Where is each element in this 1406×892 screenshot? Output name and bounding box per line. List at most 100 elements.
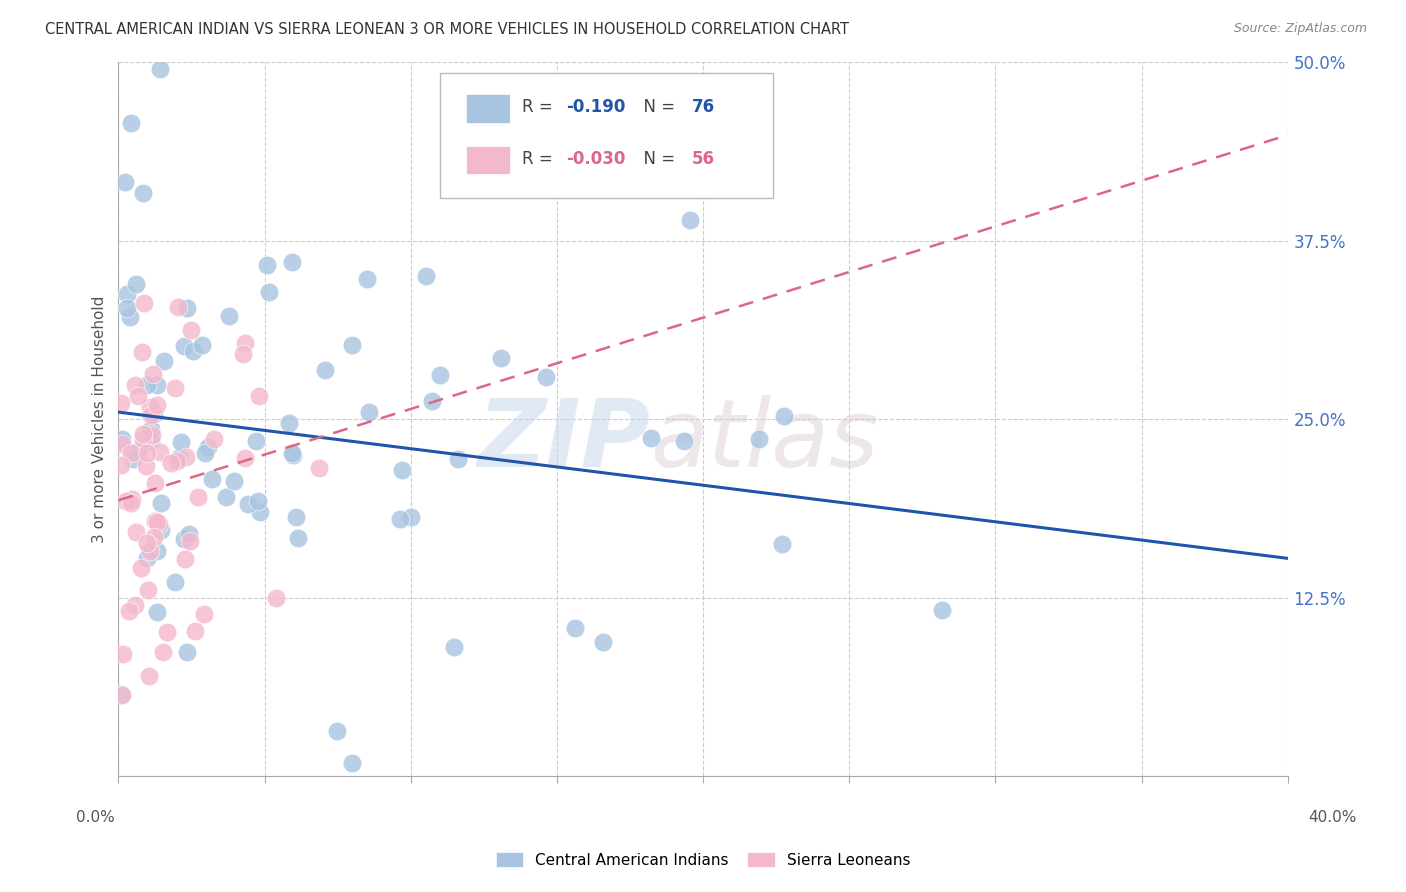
Point — [136, 550, 159, 565]
Text: 76: 76 — [692, 98, 714, 116]
Text: atlas: atlas — [651, 395, 879, 486]
Point — [340, 337, 363, 351]
Point — [489, 351, 512, 366]
Point — [139, 400, 162, 414]
Point — [135, 458, 157, 473]
Point — [173, 339, 195, 353]
Point — [118, 310, 141, 324]
Point — [179, 527, 201, 541]
Point — [233, 336, 256, 351]
Point — [770, 537, 793, 551]
Point — [415, 269, 437, 284]
Point — [280, 446, 302, 460]
Text: -0.190: -0.190 — [567, 98, 626, 116]
Point — [115, 493, 138, 508]
Point — [149, 524, 172, 538]
Point — [131, 560, 153, 574]
Point — [679, 213, 702, 227]
Text: Source: ZipAtlas.com: Source: ZipAtlas.com — [1233, 22, 1367, 36]
Point — [176, 645, 198, 659]
FancyBboxPatch shape — [465, 95, 510, 123]
Point — [640, 432, 662, 446]
Point — [245, 434, 267, 448]
Point — [121, 492, 143, 507]
Point — [120, 496, 142, 510]
Point — [111, 647, 134, 661]
Point — [193, 607, 215, 621]
Point — [149, 495, 172, 509]
Point — [257, 285, 280, 299]
Point — [132, 432, 155, 446]
Point — [143, 475, 166, 490]
Point — [224, 475, 246, 489]
Point — [326, 723, 349, 738]
FancyBboxPatch shape — [440, 73, 773, 198]
Point — [281, 448, 304, 462]
Point — [132, 186, 155, 200]
Point — [111, 432, 134, 446]
Point — [149, 445, 172, 459]
Point — [139, 544, 162, 558]
Point — [256, 258, 278, 272]
Point — [142, 367, 165, 381]
Point — [136, 536, 159, 550]
Point — [202, 432, 225, 446]
Point — [152, 644, 174, 658]
Point — [148, 516, 170, 531]
Point — [146, 398, 169, 412]
Point — [174, 450, 197, 464]
Point — [399, 510, 422, 524]
Point — [115, 301, 138, 315]
Point — [174, 551, 197, 566]
Point — [176, 301, 198, 315]
Point — [246, 494, 269, 508]
Point — [247, 389, 270, 403]
Point — [422, 394, 444, 409]
Point — [122, 452, 145, 467]
Text: N =: N = — [633, 150, 681, 168]
Point — [143, 407, 166, 421]
Point — [167, 300, 190, 314]
Point — [238, 497, 260, 511]
Point — [197, 440, 219, 454]
Point — [672, 434, 695, 448]
Point — [281, 255, 304, 269]
Point — [131, 345, 153, 359]
Point — [232, 347, 254, 361]
Point — [357, 405, 380, 419]
FancyBboxPatch shape — [465, 145, 510, 174]
Point — [149, 62, 172, 77]
Point — [184, 624, 207, 638]
Point — [218, 309, 240, 323]
Point — [146, 544, 169, 558]
Point — [139, 434, 162, 448]
Point — [249, 505, 271, 519]
Text: 0.0%: 0.0% — [76, 810, 115, 825]
Text: N =: N = — [633, 98, 681, 116]
Point — [110, 687, 132, 701]
Text: ZIP: ZIP — [478, 394, 651, 487]
Text: 56: 56 — [692, 150, 714, 168]
Point — [931, 603, 953, 617]
Point — [173, 532, 195, 546]
Point — [110, 396, 132, 410]
Point — [132, 296, 155, 310]
Point — [135, 445, 157, 459]
Point — [146, 605, 169, 619]
Point — [118, 604, 141, 618]
Point — [443, 640, 465, 654]
Point — [308, 460, 330, 475]
Point — [314, 363, 336, 377]
Point — [167, 450, 190, 465]
Point — [127, 389, 149, 403]
Point — [179, 534, 201, 549]
Point — [146, 516, 169, 530]
Point — [287, 531, 309, 545]
Point — [132, 427, 155, 442]
Point — [139, 422, 162, 436]
Text: R =: R = — [522, 98, 558, 116]
Y-axis label: 3 or more Vehicles in Household: 3 or more Vehicles in Household — [93, 295, 107, 543]
Point — [111, 688, 134, 702]
Point — [110, 458, 132, 472]
Point — [429, 368, 451, 382]
